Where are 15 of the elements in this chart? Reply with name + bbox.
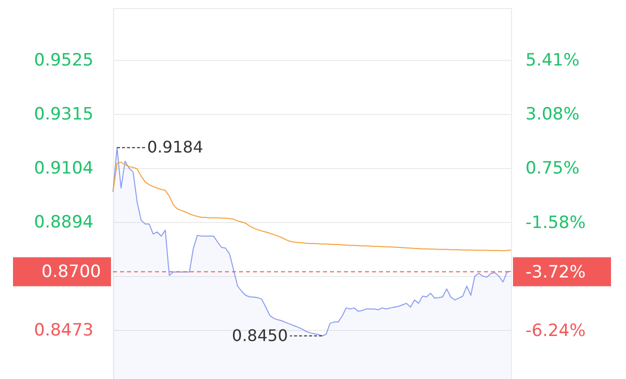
annotation: 0.8450 [232,326,288,345]
y-tick-label: 0.8473 [34,320,94,340]
y2-tick-label: 3.08% [526,104,580,125]
y2-tick-label: 5.41% [526,50,580,71]
y-tick-label: 0.9315 [34,104,94,124]
y2-tick-label: -6.24% [526,320,586,341]
annotation: 0.9184 [147,138,204,157]
y2-tick-label: -1.58% [526,212,586,233]
y-tick-label: 0.9104 [34,158,94,179]
y-tick-label: 0.8894 [34,212,94,232]
y2-tick-label: 0.75% [526,158,580,179]
ref-line-label: 0.8700 [42,262,101,282]
y-tick-label: 0.9525 [34,50,94,71]
line-series [112,162,512,252]
y2-tick-label: -3.72% [526,262,586,282]
